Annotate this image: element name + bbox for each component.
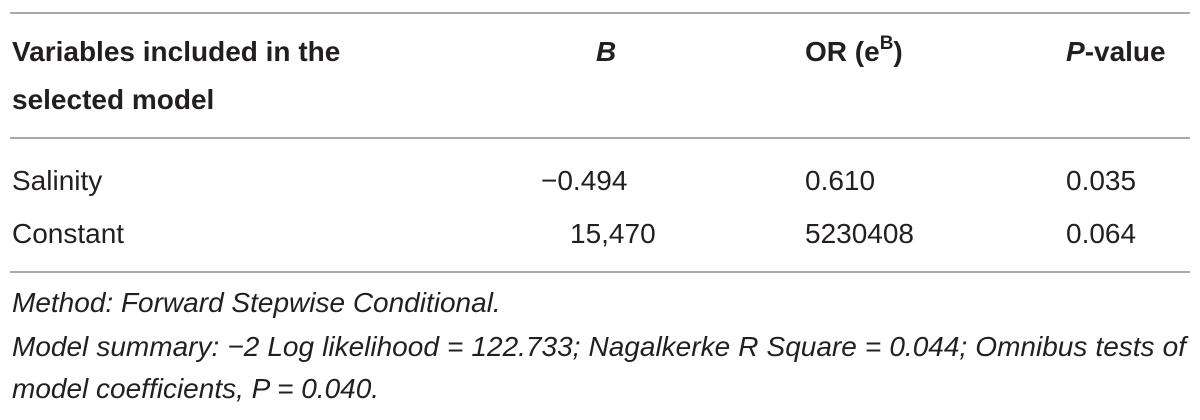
header-cell: P-value [1066, 28, 1166, 76]
cell: 5230408 [805, 218, 915, 249]
header-cell: Variables included in the selected model [12, 36, 341, 115]
cell: −0.494 [541, 165, 628, 196]
cell: 15,470 [570, 218, 656, 249]
header-cell: B [596, 36, 617, 67]
header-rule [10, 137, 1190, 139]
bottom-rule [10, 271, 1190, 273]
header-text: OR (e [805, 36, 880, 67]
cell: 0.610 [805, 165, 876, 196]
row-label: Salinity [12, 165, 103, 196]
row-label: Constant [12, 218, 125, 249]
footnote: Model summary: −2 Log likelihood = 122.7… [12, 331, 1186, 404]
cell: 0.064 [1066, 218, 1137, 249]
header-cell: OR (eB) [805, 28, 903, 76]
header-superscript: B [879, 33, 894, 54]
header-text: P [1066, 36, 1085, 67]
header-text: ) [893, 36, 903, 67]
footnote: Method: Forward Stepwise Conditional. [12, 287, 501, 318]
cell: 0.035 [1066, 165, 1137, 196]
top-rule [10, 12, 1190, 14]
header-text: -value [1084, 36, 1166, 67]
